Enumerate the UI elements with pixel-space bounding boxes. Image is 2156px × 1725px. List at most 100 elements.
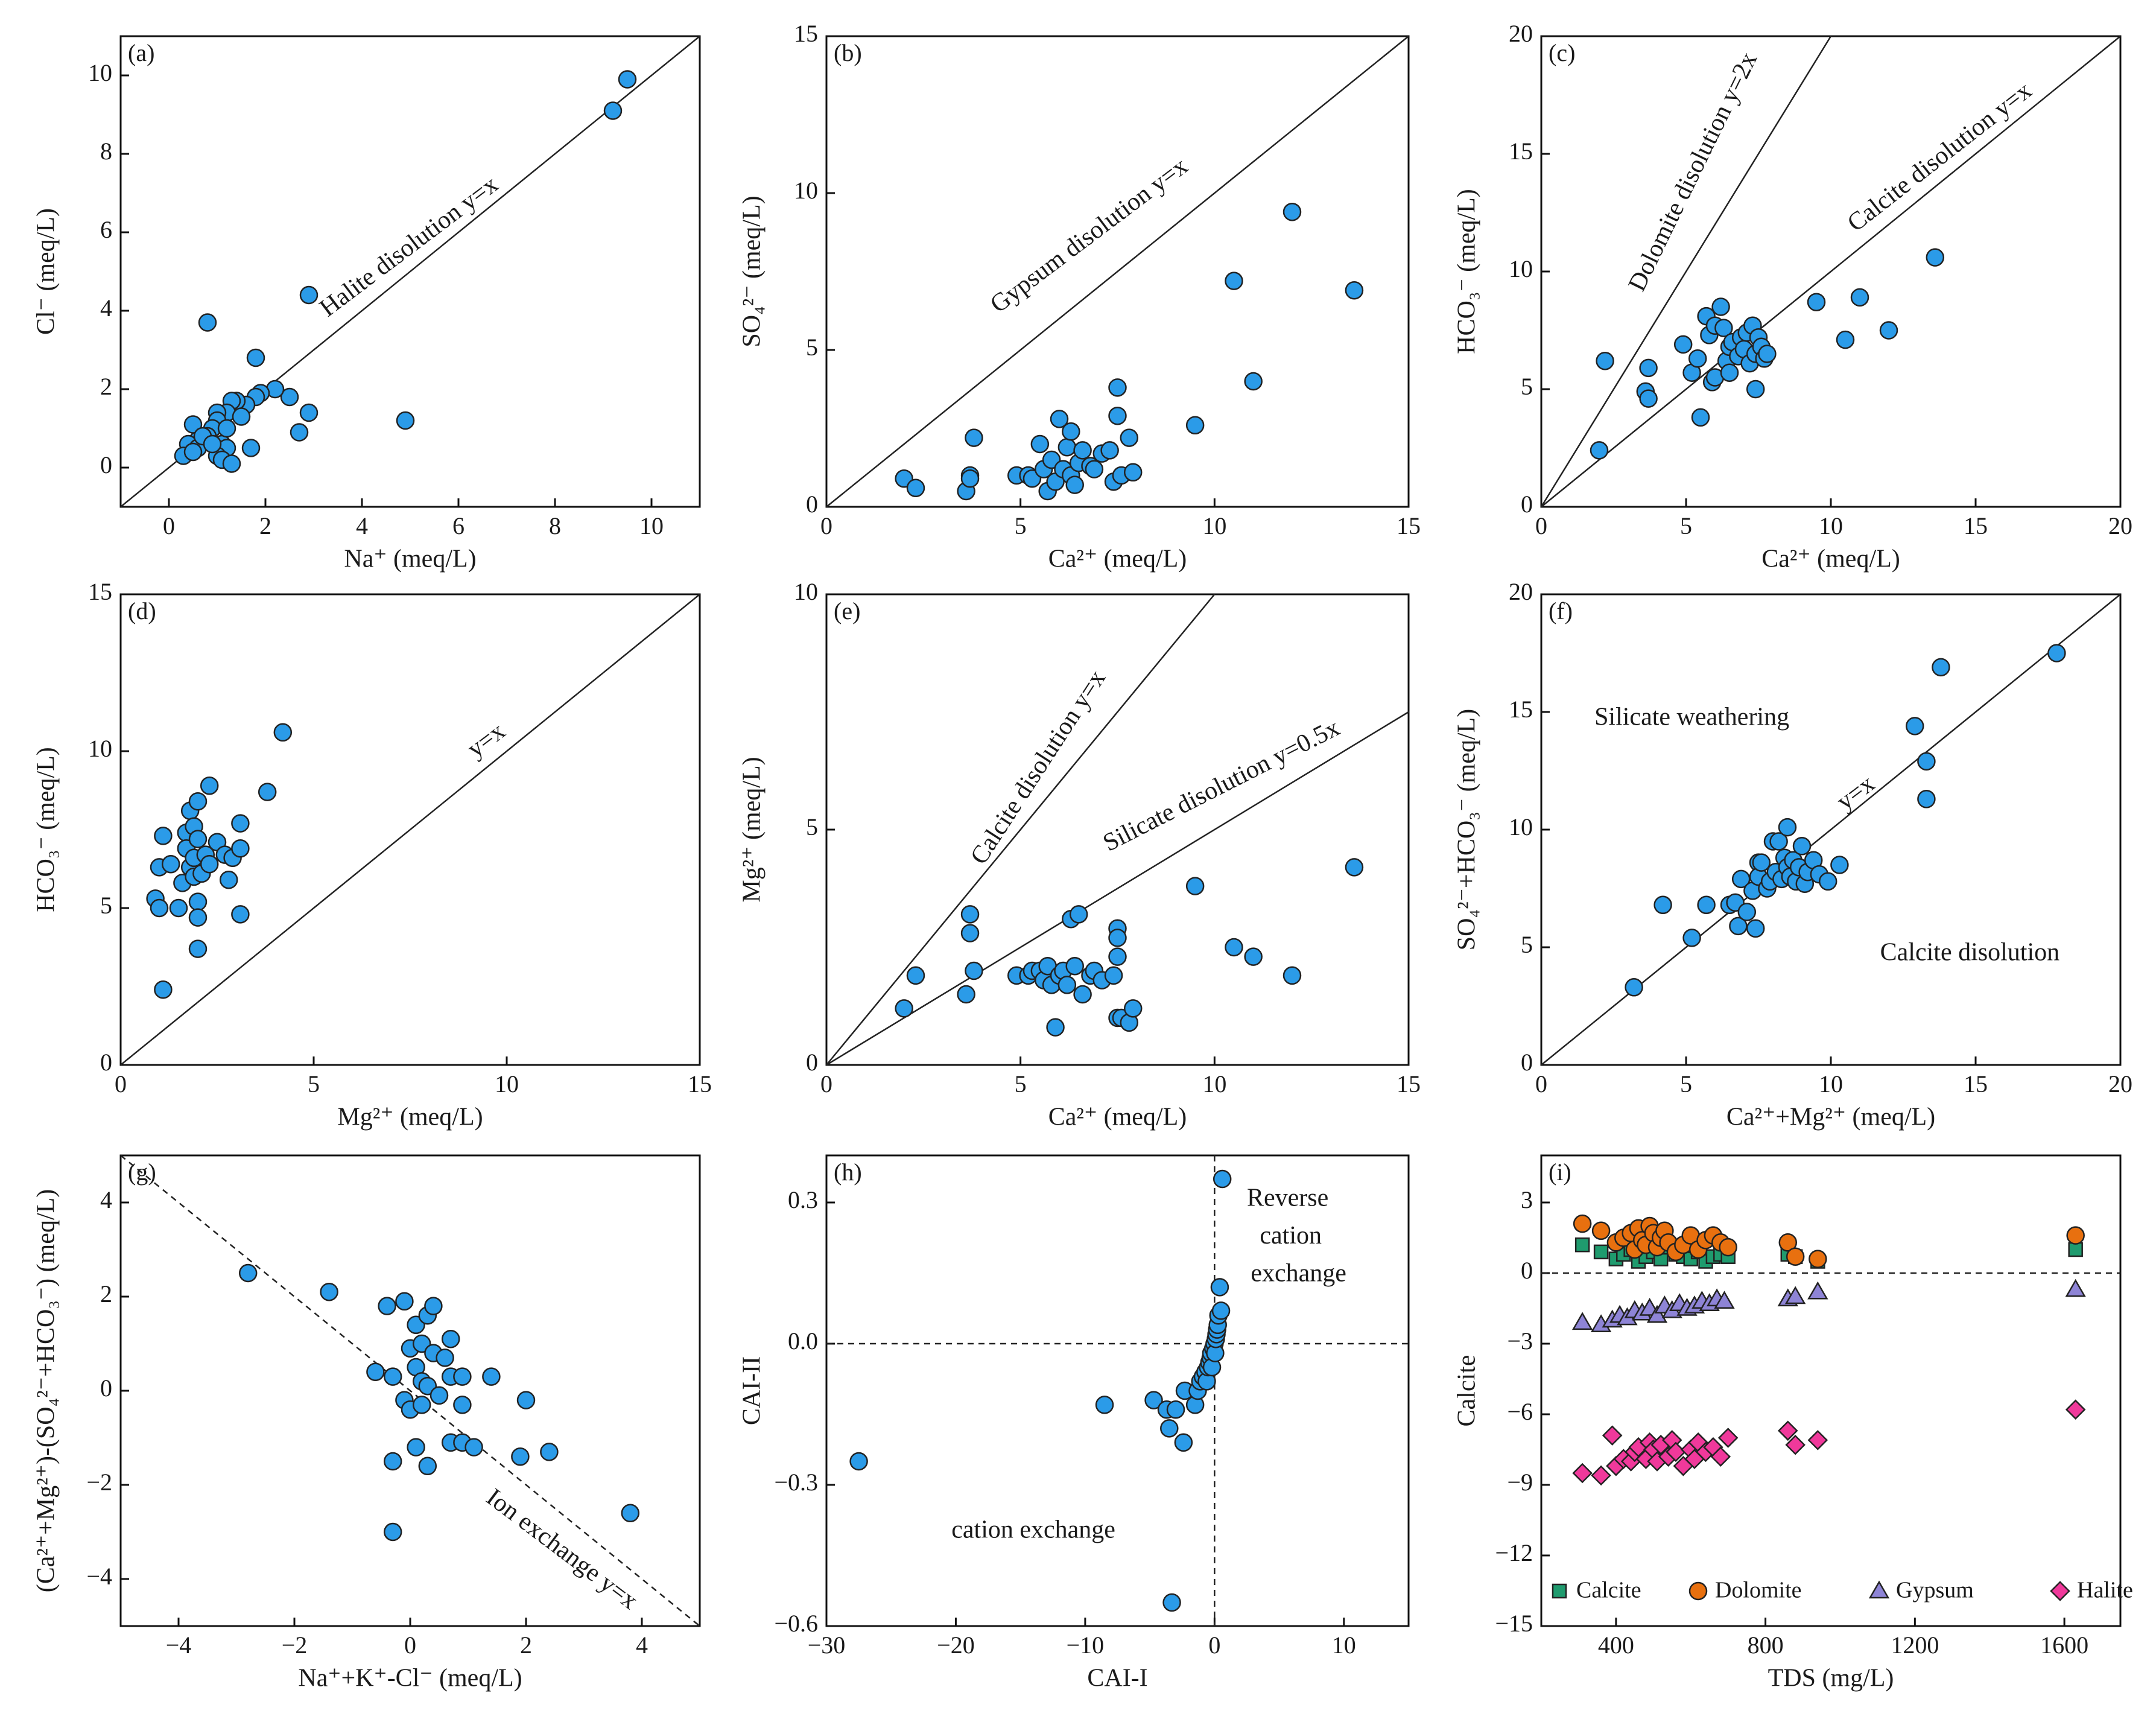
- data-point: [1758, 345, 1777, 363]
- data-point: [1711, 297, 1730, 316]
- data-point: [1185, 416, 1205, 435]
- data-point: [320, 1282, 338, 1301]
- y-tick-label: 0: [806, 1049, 818, 1076]
- data-point: [183, 442, 203, 462]
- reference-line: [826, 36, 1409, 507]
- data-point: [1778, 818, 1797, 837]
- y-tick-label: −6: [1507, 1398, 1533, 1425]
- panel-b: 0 5 10 15 0 5 10 15 Ca²⁺ (meq/L) SO₄²⁻ (meq/L) (b)…: [738, 20, 1421, 573]
- x-tick-label: 15: [1964, 512, 1988, 539]
- y-axis-label: CAI-II: [738, 1356, 766, 1425]
- data-point: [516, 1391, 536, 1409]
- annotation: exchange: [1251, 1260, 1346, 1288]
- x-tick-label: 10: [495, 1070, 519, 1098]
- data-point: [849, 1452, 868, 1471]
- x-tick-label: −4: [166, 1631, 192, 1659]
- y-tick-label: 10: [88, 59, 112, 86]
- data-point: [1691, 408, 1710, 427]
- data-point-halite: [1717, 1428, 1739, 1448]
- data-point: [1926, 248, 1945, 267]
- data-point: [290, 423, 309, 442]
- x-tick-label: 0: [163, 512, 175, 539]
- y-tick-label: 10: [88, 735, 112, 762]
- data-point: [1720, 363, 1739, 382]
- data-point: [464, 1438, 483, 1457]
- data-point: [1283, 966, 1302, 985]
- data-point: [407, 1438, 425, 1457]
- data-point: [150, 898, 169, 918]
- data-point: [1244, 947, 1263, 966]
- data-point: [1166, 1400, 1185, 1419]
- data-point: [299, 285, 319, 305]
- data-point: [482, 1367, 501, 1386]
- x-tick-label: −10: [1067, 1631, 1105, 1659]
- reference-line: [826, 594, 1216, 1066]
- data-point: [1062, 422, 1080, 441]
- y-axis-label: SO₄²⁻+HCO₃⁻ (meq/L): [1453, 709, 1481, 950]
- panel-label: (h): [834, 1158, 862, 1186]
- y-tick-label: 0: [1521, 1257, 1533, 1284]
- data-point: [412, 1396, 431, 1414]
- x-tick-label: 5: [308, 1070, 320, 1098]
- data-point: [1162, 1593, 1181, 1612]
- x-tick-label: 10: [1819, 1070, 1843, 1098]
- data-point: [1073, 441, 1092, 460]
- panel-label: (d): [128, 597, 156, 624]
- data-point: [1653, 895, 1672, 915]
- data-point: [1065, 475, 1084, 494]
- annotation: cation: [1260, 1222, 1322, 1250]
- data-point: [1213, 1169, 1232, 1189]
- x-tick-label: 800: [1748, 1631, 1784, 1659]
- y-tick-label: 8: [100, 138, 112, 165]
- x-tick-label: −2: [282, 1631, 308, 1659]
- data-point: [188, 830, 208, 848]
- plot-frame: [1540, 1154, 2122, 1627]
- data-point-gypsum: [1714, 1291, 1735, 1309]
- data-point: [232, 407, 251, 426]
- data-point: [238, 1263, 258, 1283]
- data-point: [188, 908, 208, 927]
- panel-label: (b): [834, 39, 862, 66]
- data-point: [1225, 272, 1243, 290]
- data-point: [231, 905, 250, 924]
- x-tick-label: 0: [820, 512, 832, 539]
- y-tick-label: −3: [1507, 1327, 1533, 1355]
- panel-label: (i): [1549, 1158, 1571, 1186]
- x-axis-label: Na⁺ (meq/L): [344, 545, 476, 573]
- panel-label: (c): [1549, 39, 1575, 66]
- data-point: [273, 723, 293, 742]
- plot-frame: [119, 35, 701, 508]
- data-point: [424, 1297, 443, 1315]
- y-tick-label: −0.3: [774, 1469, 818, 1496]
- data-point: [906, 478, 925, 498]
- data-point: [378, 1297, 396, 1315]
- data-point: [895, 999, 913, 1018]
- annotation: cation exchange: [951, 1516, 1115, 1544]
- panel-e: 0 5 10 15 0 5 10 Ca²⁺ (meq/L) Mg²⁺ (meq/L) (e) Cal…: [738, 578, 1421, 1131]
- data-point: [1731, 869, 1751, 889]
- reference-line: [1541, 36, 2121, 507]
- data-point: [540, 1443, 559, 1461]
- data-point: [1682, 929, 1701, 947]
- legend-label: Halite: [2077, 1578, 2133, 1603]
- data-point: [231, 814, 250, 833]
- data-point: [1830, 856, 1849, 874]
- data-point: [383, 1367, 402, 1386]
- data-point: [1932, 658, 1950, 677]
- data-point: [1688, 349, 1707, 368]
- data-point: [183, 415, 203, 434]
- reference-line: [120, 1155, 700, 1627]
- annotation: Halite disolution y=x: [314, 170, 503, 322]
- y-tick-label: 5: [1521, 373, 1533, 400]
- y-tick-label: 5: [806, 813, 818, 840]
- legend-marker-calcite: [1552, 1583, 1567, 1599]
- data-point: [1120, 428, 1139, 447]
- data-point: [430, 1386, 449, 1405]
- data-point: [246, 348, 265, 367]
- reference-line: [1540, 36, 1832, 507]
- x-tick-label: 0: [820, 1070, 832, 1098]
- x-axis-label: Ca²⁺+Mg²⁺ (meq/L): [1726, 1104, 1935, 1131]
- x-tick-label: 0: [1535, 1070, 1547, 1098]
- data-point: [1244, 372, 1263, 391]
- data-point-halite: [1807, 1430, 1828, 1450]
